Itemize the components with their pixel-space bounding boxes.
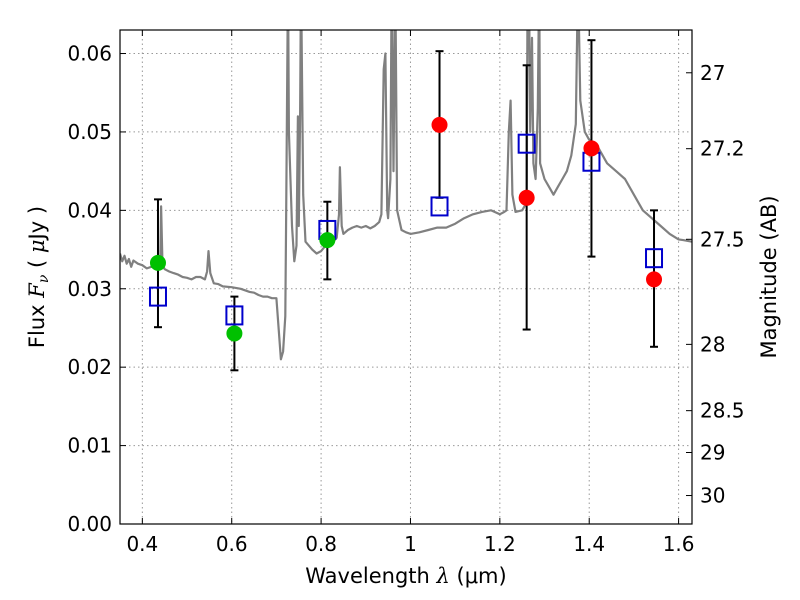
green-point [149, 254, 166, 271]
y-tick-label: 0.04 [67, 198, 112, 222]
x-tick-label: 0.6 [216, 532, 248, 556]
axis-ticks [120, 30, 692, 525]
model-square [148, 286, 167, 307]
red-point [518, 189, 535, 206]
y2-tick-label: 29 [700, 440, 725, 464]
y-tick-label: 0.01 [67, 434, 112, 458]
y2-tick-label: 28.5 [700, 399, 745, 423]
model-square [517, 133, 536, 154]
green-point [226, 325, 243, 342]
x-tick-label: 1.6 [663, 532, 695, 556]
y-axis-title: Flux Fν ( μJy ) [25, 206, 52, 348]
model-square [225, 305, 244, 326]
plot-area [120, 30, 692, 524]
x-tick-label: 1 [404, 532, 417, 556]
model-square [645, 248, 664, 269]
x-tick-label: 1.2 [484, 532, 516, 556]
y-tick-label: 0.05 [67, 120, 112, 144]
red-point [583, 140, 600, 157]
x-tick-label: 0.8 [305, 532, 337, 556]
spectrum-line [120, 30, 692, 361]
green-point [319, 232, 336, 249]
red-point [646, 271, 663, 288]
x-tick-label: 1.4 [573, 532, 605, 556]
y-tick-label: 0.03 [67, 277, 112, 301]
red-point [431, 116, 448, 133]
tick-labels: 0.4 0.6 0.8 1 1.2 1.4 1.6 0.00 0.01 0.02 0.03 0.04 0… [67, 42, 744, 556]
plot-frame [119, 29, 693, 525]
x-axis-title: Wavelength λ (μm) [305, 564, 506, 588]
y2-tick-label: 27.2 [700, 137, 745, 161]
y-tick-label: 0.00 [67, 512, 112, 536]
y2-tick-label: 28 [700, 332, 725, 356]
y2-tick-label: 27 [700, 61, 725, 85]
y2-tick-label: 27.5 [700, 227, 745, 251]
data-points [148, 116, 664, 342]
x-tick-label: 0.4 [126, 532, 158, 556]
model-square [430, 196, 449, 217]
y2-tick-label: 30 [700, 484, 725, 508]
y-tick-label: 0.02 [67, 355, 112, 379]
y-tick-label: 0.06 [67, 42, 112, 66]
y2-axis-title: Magnitude (AB) [757, 195, 781, 358]
